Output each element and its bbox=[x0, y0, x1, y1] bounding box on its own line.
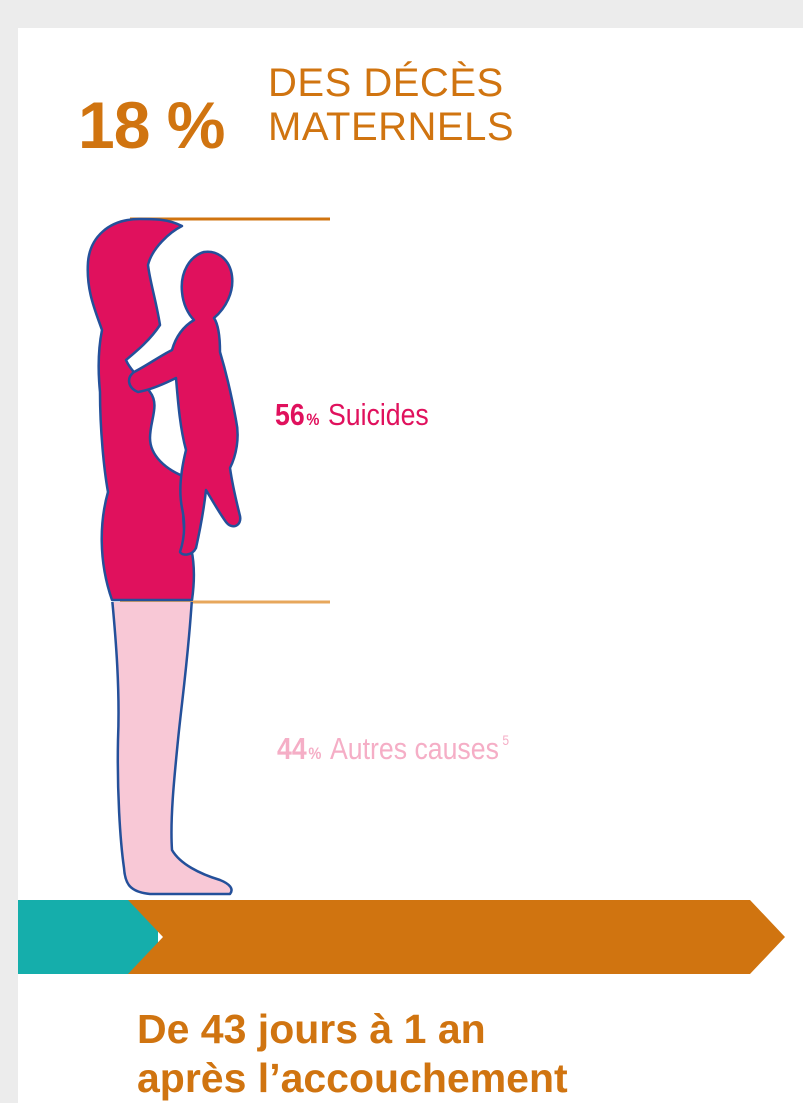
child-body bbox=[127, 250, 242, 556]
timeline-early-segment bbox=[18, 900, 158, 974]
headline-percent: 18 % bbox=[78, 88, 225, 162]
stat-other-causes: 44% Autres causes 5 bbox=[277, 731, 509, 767]
stat-other-unit: % bbox=[308, 744, 322, 763]
mother-silhouette-icon bbox=[86, 217, 233, 896]
timeline-arrow bbox=[18, 900, 785, 974]
footnote-marker: 5 bbox=[502, 732, 510, 748]
stat-other-label: Autres causes bbox=[329, 731, 499, 766]
stat-suicides-label: Suicides bbox=[327, 397, 429, 432]
stat-other-value: 44 bbox=[277, 731, 307, 766]
headline-line-2: MATERNELS bbox=[268, 105, 515, 149]
timeline-late-segment bbox=[128, 900, 785, 974]
timeline-caption: De 43 jours à 1 an après l’accouchement bbox=[137, 1005, 568, 1103]
stat-suicides-unit: % bbox=[306, 410, 320, 429]
child-silhouette-icon bbox=[127, 250, 242, 556]
mother-legs bbox=[111, 602, 233, 896]
timeline-caption-line-2: après l’accouchement bbox=[137, 1055, 568, 1101]
stat-suicides-value: 56 bbox=[275, 397, 305, 432]
headline-line-1: DES DÉCÈS bbox=[268, 61, 504, 105]
stat-suicides: 56% Suicides bbox=[275, 397, 429, 433]
timeline-caption-line-1: De 43 jours à 1 an bbox=[137, 1006, 486, 1052]
headline: 18 % DES DÉCÈS MATERNELS bbox=[78, 55, 598, 175]
